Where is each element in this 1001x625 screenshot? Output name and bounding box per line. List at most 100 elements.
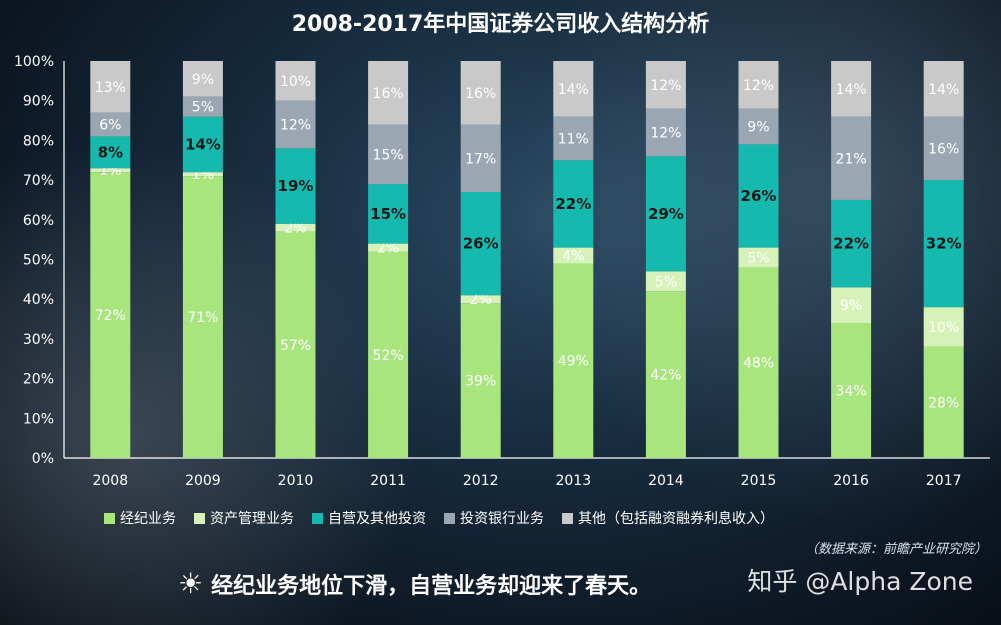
data-label: 12% (650, 78, 681, 94)
data-label: 29% (648, 205, 684, 223)
data-label: 5% (655, 274, 677, 290)
bar-segment (738, 247, 779, 268)
data-label: 48% (743, 356, 774, 372)
bar-segment (553, 263, 594, 458)
data-label: 32% (926, 235, 962, 253)
bar-segment (90, 168, 131, 173)
data-label: 16% (373, 86, 404, 102)
bar-segment (460, 61, 501, 125)
watermark: 知乎 @Alpha Zone (747, 567, 973, 596)
data-label: 5% (192, 100, 214, 116)
footer-caption: ☀ 经纪业务地位下滑，自营业务却迎来了春天。 (178, 568, 651, 600)
data-label: 10% (280, 74, 311, 90)
data-label: 14% (836, 82, 867, 98)
data-label: 9% (192, 72, 214, 88)
bar-segment (923, 307, 964, 347)
y-tick-label: 0% (32, 451, 54, 467)
bar-segment (368, 124, 409, 185)
data-label: 19% (278, 177, 314, 195)
legend-label: 其他（包括融资融券利息收入） (578, 511, 774, 527)
legend-swatch-proprietary (312, 512, 323, 524)
bar-segment (923, 346, 964, 458)
x-tick-label: 2011 (370, 473, 406, 489)
bar-segment (460, 295, 501, 304)
bar-segment (738, 144, 779, 248)
data-label: 26% (741, 187, 777, 205)
bar-segment (645, 291, 686, 458)
x-tick-label: 2012 (463, 473, 499, 489)
y-tick-label: 40% (23, 292, 54, 308)
y-tick-label: 10% (23, 411, 54, 427)
bar-segment (738, 108, 779, 145)
y-tick-label: 60% (23, 213, 54, 229)
bar-segment (460, 303, 501, 458)
x-tick-label: 2016 (833, 473, 869, 489)
data-label: 57% (280, 338, 311, 354)
bar-segment (553, 247, 594, 264)
bar-segment (923, 180, 964, 308)
x-tick-label: 2009 (185, 473, 221, 489)
data-label: 12% (280, 118, 311, 134)
bar-segment (275, 223, 316, 232)
data-label: 9% (747, 120, 769, 136)
data-label: 16% (465, 86, 496, 102)
footer-text: 经纪业务地位下滑，自营业务却迎来了春天。 (211, 574, 652, 599)
data-label: 15% (370, 205, 406, 223)
bar-segment (553, 116, 594, 161)
data-label: 17% (465, 151, 496, 167)
bar-segment (645, 108, 686, 157)
data-label: 8% (98, 143, 123, 161)
bar-segment (182, 61, 223, 97)
bar-segment (831, 61, 872, 117)
y-tick-label: 30% (23, 332, 54, 348)
legend-swatch-other (562, 512, 573, 524)
data-label: 4% (562, 249, 584, 265)
bar-segment (553, 61, 594, 117)
data-label: 72% (95, 308, 126, 324)
data-label: 22% (833, 235, 869, 253)
data-label: 12% (743, 78, 774, 94)
data-label: 15% (373, 147, 404, 163)
bar-segment (90, 136, 131, 169)
legend-label: 投资银行业务 (460, 511, 544, 527)
chart-title: 2008-2017年中国证券公司收入结构分析 (291, 12, 710, 37)
y-tick-label: 100% (14, 54, 54, 70)
legend-item-asset-mgmt: 资产管理业务 (194, 508, 294, 528)
bar-segment (460, 192, 501, 296)
data-label: 28% (928, 395, 959, 411)
bar-segment (275, 148, 316, 224)
bar-segment (182, 116, 223, 173)
bar-segment (368, 251, 409, 458)
legend-label: 自营及其他投资 (328, 511, 426, 527)
data-label: 26% (463, 235, 499, 253)
bar-segment (460, 124, 501, 193)
bar-segment (831, 287, 872, 324)
bar-segment (275, 231, 316, 458)
bar-segment (923, 61, 964, 117)
data-label: 11% (558, 131, 589, 147)
sun-icon: ☀ (178, 567, 204, 600)
bar-segment (368, 243, 409, 252)
x-tick-label: 2017 (926, 473, 962, 489)
data-label: 22% (555, 195, 591, 213)
bar-segment (553, 160, 594, 248)
bar-segment (275, 100, 316, 149)
bar-segment (831, 323, 872, 458)
legend-item-broker: 经纪业务 (104, 508, 176, 528)
bar-segment (831, 199, 872, 288)
legend-swatch-asset-mgmt (194, 512, 205, 524)
bar-segment (738, 61, 779, 109)
legend-label: 经纪业务 (120, 511, 176, 527)
bar-segment (90, 112, 131, 137)
x-tick-label: 2015 (741, 473, 777, 489)
legend-item-other: 其他（包括融资融券利息收入） (562, 508, 774, 528)
data-label: 13% (95, 80, 126, 96)
data-label: 10% (928, 320, 959, 336)
data-label: 14% (185, 135, 221, 153)
bar-segment (645, 271, 686, 292)
x-tick-label: 2014 (648, 473, 684, 489)
data-label: 52% (373, 348, 404, 364)
bar-segment (645, 61, 686, 109)
bar-segment (182, 176, 223, 458)
